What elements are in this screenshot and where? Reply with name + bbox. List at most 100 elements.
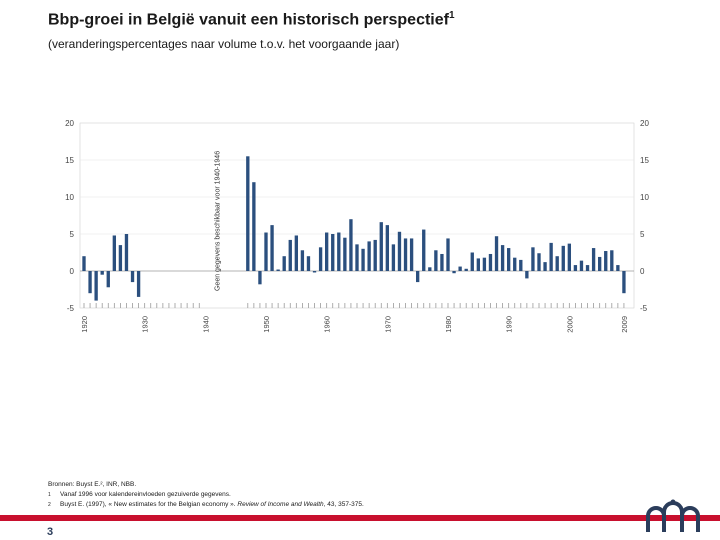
bar (585, 265, 590, 271)
y-tick-label-left: 5 (70, 230, 75, 239)
y-tick-label-left: 0 (70, 267, 75, 276)
bar (355, 244, 359, 271)
bar (567, 243, 572, 271)
bar (561, 245, 565, 271)
bar (549, 242, 553, 271)
bar (82, 256, 86, 271)
footnote-2: 2 Buyst E. (1997), « New estimates for th… (48, 500, 608, 510)
bar (361, 248, 365, 271)
bar (622, 271, 626, 294)
bar (124, 234, 129, 271)
bars-layer (82, 156, 626, 301)
bar (379, 222, 383, 271)
gap-annotation: Geen gegevens beschikbaar voor 1940-1946 (214, 151, 221, 291)
bar (312, 271, 317, 273)
bar (258, 271, 262, 285)
bar (482, 257, 487, 271)
y-tick-label-left: 15 (65, 156, 74, 165)
title-footnote-mark: 1 (448, 10, 455, 21)
y-tick-label-right: 5 (640, 230, 645, 239)
bar (525, 271, 529, 279)
y-tick-label-right: 20 (640, 119, 649, 128)
bar (88, 271, 92, 294)
x-tick-label: 1970 (383, 316, 392, 333)
bar (616, 265, 620, 271)
bar (470, 252, 474, 271)
footnote-2-mark: 2 (48, 502, 51, 508)
x-tick-label: 2009 (620, 316, 629, 333)
bar (136, 271, 141, 297)
footnote-1-text: Vanaf 1996 voor kalendereinvloeden gezui… (60, 491, 231, 498)
bar (597, 256, 602, 271)
page-subtitle: (veranderingspercentages naar volume t.o… (48, 37, 400, 51)
plot-area (79, 122, 635, 309)
bar (294, 235, 299, 271)
footnote-2-journal: Review of Income and Wealth (237, 501, 324, 508)
bar (385, 225, 390, 271)
bar (252, 182, 256, 271)
bar (464, 268, 468, 271)
bar (130, 271, 135, 283)
bar (531, 247, 535, 271)
bar (264, 232, 268, 271)
bar (537, 253, 541, 271)
sources-line: Bronnen: Buyst E.², INR, NBB. (48, 481, 137, 488)
bar (500, 245, 505, 271)
bar (403, 238, 408, 271)
footnote-2-prefix: Buyst E. (1997), « New estimates for the… (60, 501, 238, 508)
footnote-1: 1 Vanaf 1996 voor kalendereinvloeden gezu… (48, 490, 608, 500)
bar (318, 247, 323, 271)
bar (506, 248, 511, 271)
bar (118, 245, 123, 271)
x-tick-label: 1950 (262, 316, 271, 333)
bar (270, 225, 274, 271)
axes-layer: -5 -5 0 0 5 5 10 10 15 15 20 20 1920 1930 1940 1950 1960… (65, 119, 649, 333)
x-tick-label: 1930 (141, 316, 150, 333)
bar (337, 232, 341, 271)
y-tick-label-right: 15 (640, 156, 649, 165)
bar (543, 262, 547, 271)
bar (409, 238, 414, 271)
x-tick-label: 2000 (565, 316, 574, 333)
bar (343, 237, 347, 271)
x-tick-label: 1940 (201, 316, 210, 333)
bar (288, 239, 292, 271)
x-tick-label: 1920 (80, 316, 89, 333)
nbb-logo-icon (646, 499, 700, 532)
bar (476, 258, 481, 271)
bar (513, 257, 517, 271)
bar (604, 251, 608, 271)
bar (324, 232, 329, 271)
bar (100, 271, 104, 275)
bar (428, 267, 432, 271)
y-tick-label-left: 20 (65, 119, 74, 128)
page-number: 3 (47, 526, 54, 538)
bar (94, 271, 98, 301)
bar (422, 229, 426, 271)
bar (452, 271, 456, 274)
bar (519, 259, 523, 271)
bar (276, 269, 280, 271)
bar (555, 256, 559, 271)
bar (440, 253, 444, 271)
x-tick-label: 1990 (505, 316, 514, 333)
bar (415, 271, 420, 283)
bar (610, 250, 614, 271)
bar (331, 234, 335, 271)
bar (434, 250, 438, 271)
title-text: Bbp-groei in België vanuit een historisc… (48, 11, 449, 29)
bar (106, 271, 110, 288)
footnote-1-mark: 1 (48, 492, 51, 498)
bar (246, 156, 250, 271)
accent-bar (0, 515, 720, 521)
bar (373, 239, 377, 271)
grid-layer (79, 122, 635, 309)
y-tick-label-right: -5 (640, 304, 648, 313)
bar (391, 244, 396, 271)
y-tick-label-left: 10 (65, 193, 74, 202)
bar (579, 260, 584, 271)
y-tick-label-right: 0 (640, 267, 645, 276)
bar (300, 250, 305, 271)
y-tick-label-right: 10 (640, 193, 649, 202)
bar (446, 238, 450, 271)
